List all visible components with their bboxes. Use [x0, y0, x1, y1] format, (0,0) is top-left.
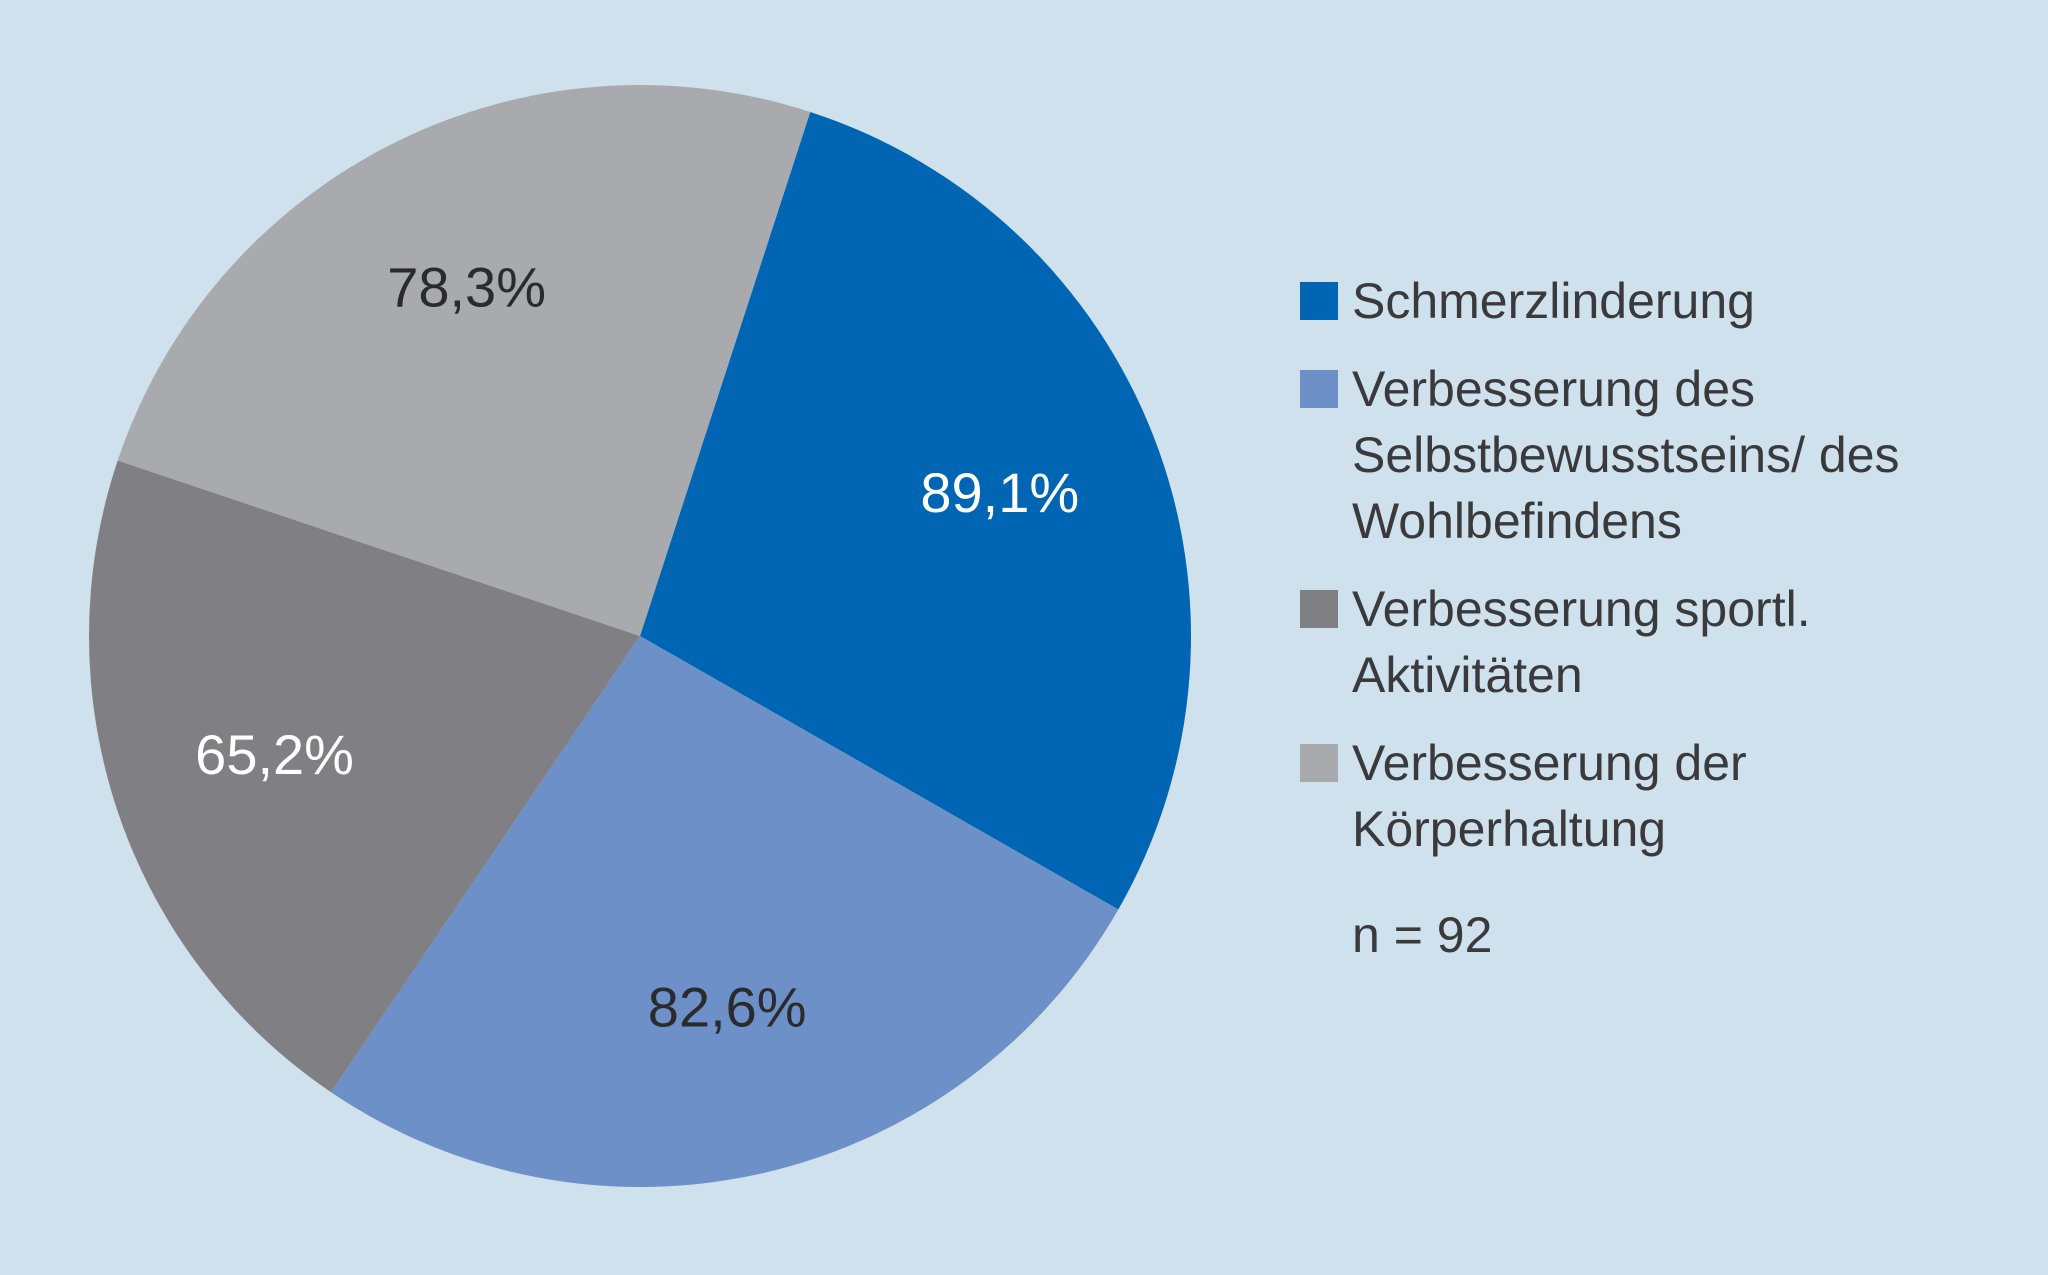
- legend-swatch: [1300, 370, 1338, 408]
- legend-label: Verbesserung sportl. Aktivitäten: [1352, 581, 1811, 703]
- legend-label: Verbesserung der Körperhaltung: [1352, 735, 1747, 857]
- legend-item: Verbesserung der Körperhaltung: [1300, 730, 1960, 862]
- legend-swatch: [1300, 744, 1338, 782]
- note: n = 92: [1352, 907, 1493, 963]
- data-label: 82,6%: [648, 976, 807, 1039]
- data-label: 89,1%: [920, 461, 1079, 524]
- legend: Schmerzlinderung Verbesserung des Selbstb…: [1300, 268, 1960, 968]
- legend-label: Schmerzlinderung: [1352, 273, 1755, 329]
- pie-slice: [117, 84, 811, 637]
- data-label: 65,2%: [195, 723, 354, 786]
- legend-swatch: [1300, 590, 1338, 628]
- pie-slice: [640, 111, 1191, 910]
- pie-slice: [88, 460, 640, 1093]
- data-label: 78,3%: [387, 255, 546, 318]
- legend-item: Schmerzlinderung: [1300, 268, 1960, 334]
- pie-slice: [331, 636, 1119, 1187]
- legend-label: Verbesserung des Selbstbewusstseins/ des…: [1352, 361, 1900, 549]
- legend-swatch: [1300, 282, 1338, 320]
- legend-item: Verbesserung des Selbstbewusstseins/ des…: [1300, 356, 1960, 554]
- legend-item: Verbesserung sportl. Aktivitäten: [1300, 576, 1960, 708]
